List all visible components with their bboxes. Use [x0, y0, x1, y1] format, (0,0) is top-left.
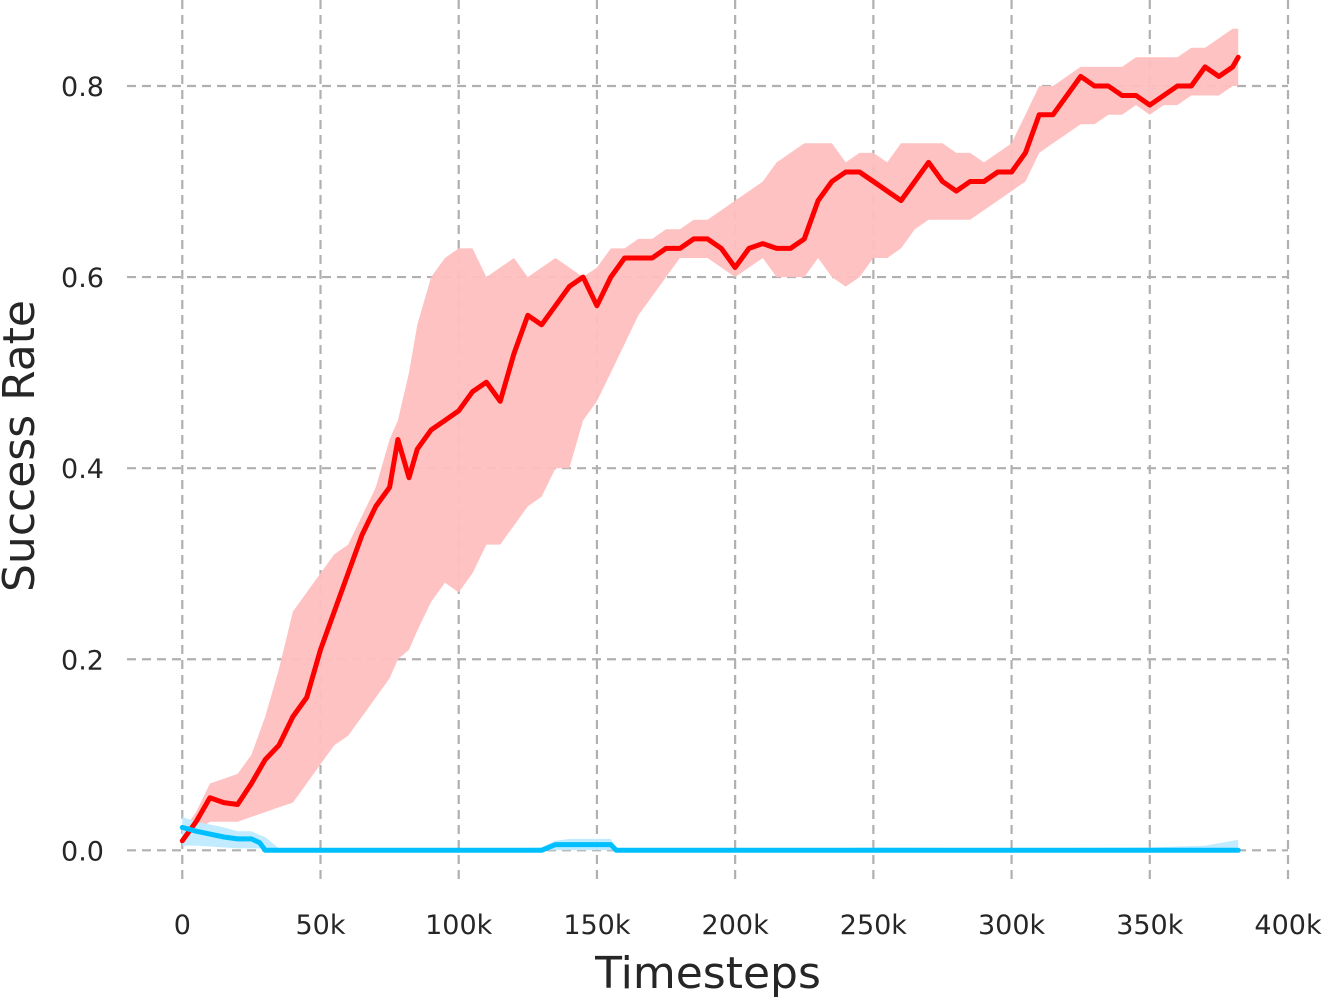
y-tick-label: 0.8: [61, 72, 104, 103]
y-tick-labels: 0.0 0.2 0.4 0.6 0.8: [61, 72, 104, 867]
band-layer: [182, 28, 1239, 851]
x-tick-label: 150k: [563, 910, 631, 941]
x-tick-label: 350k: [1116, 910, 1184, 941]
x-tick-label: 200k: [702, 910, 770, 941]
x-tick-label: 0: [174, 910, 191, 941]
x-tick-label: 300k: [978, 910, 1046, 941]
series-2-line: [179, 824, 1241, 853]
x-tick-label: 250k: [840, 910, 908, 941]
y-axis-title: Success Rate: [0, 300, 45, 592]
y-tick-label: 0.6: [61, 263, 104, 294]
y-tick-label: 0.0: [61, 836, 104, 867]
y-tick-label: 0.4: [61, 454, 104, 485]
series-2-band: [182, 816, 1239, 851]
x-tick-labels: 0 50k 100k 150k 200k 250k 300k 350k 400k: [174, 910, 1322, 941]
x-axis-title: Timesteps: [594, 948, 821, 998]
y-tick-label: 0.2: [61, 645, 104, 676]
series-1-band: [182, 28, 1239, 841]
x-tick-label: 100k: [425, 910, 493, 941]
x-tick-label: 400k: [1254, 910, 1322, 941]
line-layer: [179, 54, 1241, 853]
series-1-line: [179, 54, 1241, 844]
x-tick-label: 50k: [296, 910, 346, 941]
